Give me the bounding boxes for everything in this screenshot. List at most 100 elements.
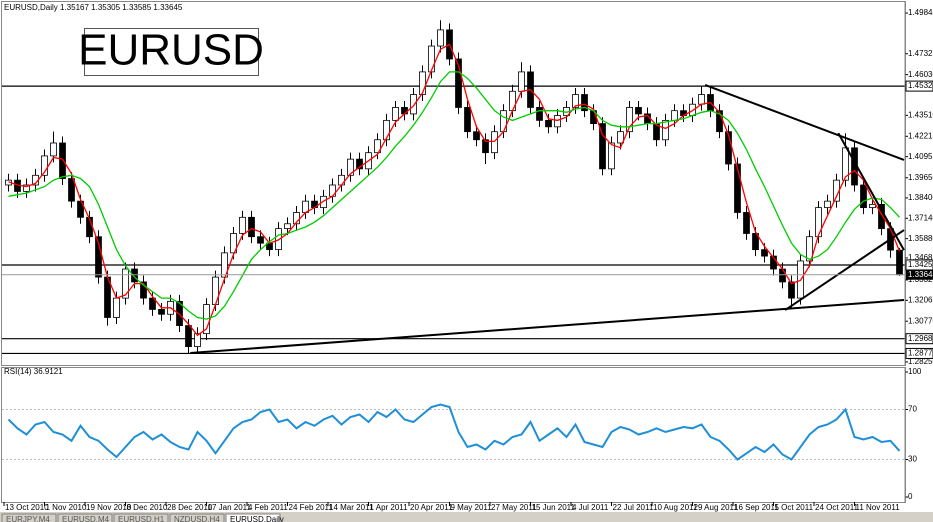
candle-body [752,233,759,251]
trendline [784,229,905,311]
candle-body [761,249,768,257]
y-tick-label: 1.38400 [908,193,933,202]
x-tick-label: 28 Dec 2010 [167,503,213,512]
candle-body [383,119,390,141]
candle-body [140,281,147,299]
candle-body [455,58,462,108]
candle-body [392,107,399,121]
candle-body [437,29,444,47]
y-tick-label: 1.46030 [908,70,933,79]
candle-body [419,71,426,95]
x-tick-label: 4 Feb 2011 [248,503,288,512]
y-tick-label: 100 [908,367,922,376]
candle-body [599,123,606,170]
candle-body [635,107,642,115]
y-tick-label: 1.40955 [908,152,933,161]
x-tick-label: 19 Nov 2010 [86,503,132,512]
x-tick-label: 10 Aug 2011 [653,503,698,512]
candle-body [347,158,354,176]
symbol-tab-label[interactable]: NZDUSD,H4 [174,515,220,522]
y-tick-label: 1.39650 [908,173,933,182]
candle-body [113,297,120,318]
symbol-tab[interactable] [113,513,169,522]
symbol-title: EURUSD [78,26,264,75]
candle-body [158,309,165,315]
x-tick-label: 27 May 2011 [491,503,537,512]
symbol-tab[interactable] [57,513,113,522]
candle-body [860,184,867,209]
y-tick-label: 1.34685 [908,253,933,262]
trendline [837,132,905,251]
candle-body [464,107,471,133]
symbol-tab-label[interactable]: EURUSD,Daily [230,515,284,522]
tab-bar [0,512,933,522]
candle-body [131,268,138,283]
candle-body [824,200,831,209]
candle-body [509,90,516,112]
candle-body [374,139,381,154]
candle-body [149,297,156,310]
level-label: 1.28775 [908,349,933,358]
candle-body [581,94,588,112]
candle-body [122,268,129,299]
y-tick-label: 30 [908,455,917,464]
candle-body [23,184,30,192]
candle-body [50,142,57,157]
symbol-tab-label[interactable]: EURUSD,M4 [62,515,110,522]
chart-header: EURUSD,Daily 1.35167 1.35305 1.33585 1.3… [4,3,183,12]
x-tick-label: 1 Nov 2010 [46,503,87,512]
candle-body [257,236,264,244]
candle-body [806,236,813,262]
last-price-box [906,269,933,280]
candle-body [626,107,633,133]
candle-body [473,131,480,141]
symbol-tab-label[interactable]: EURJPY,M4 [6,515,50,522]
candle-body [518,71,525,92]
symbol-tab[interactable] [225,513,281,522]
candle-body [788,281,795,299]
candle-body [185,325,192,347]
candle-body [698,94,705,105]
symbol-tab[interactable] [169,513,225,522]
candle-body [491,131,498,154]
candle-body [401,107,408,115]
trendline [190,299,905,355]
y-tick-label: 1.49845 [908,8,933,17]
level-label: 1.29688 [908,334,933,343]
candle-body [734,163,741,213]
x-tick-label: 24 Oct 2011 [815,503,859,512]
candle-body [896,249,903,276]
y-tick-label: 1.37140 [908,213,933,222]
y-tick-label: 1.47325 [908,49,933,58]
x-tick-label: 4 Jul 2011 [572,503,609,512]
x-tick-label: 16 Sep 2011 [734,503,779,512]
y-tick-label: 70 [908,405,917,414]
rsi-title: RSI(14) 36.9121 [4,367,63,376]
x-tick-label: 24 Feb 2011 [289,503,334,512]
candle-body [554,115,561,128]
symbol-tab[interactable] [1,513,57,522]
candle-body [743,212,750,234]
rsi-line [7,403,901,461]
x-tick-label: 14 Mar 2011 [329,503,374,512]
candle-body [410,94,417,115]
y-tick-label: 0 [908,492,913,501]
candle-body [338,174,345,186]
candle-body [500,110,507,133]
x-tick-label: 9 May 2011 [451,503,493,512]
level-label-box [905,347,933,359]
candle-body [815,207,822,238]
candle-body [239,216,246,234]
x-tick-label: 17 Jan 2011 [208,503,252,512]
candle-body [284,223,291,230]
candle-body [770,255,777,270]
moving-average [8,71,900,320]
y-tick-label: 1.28250 [908,357,933,366]
y-tick-label: 1.42215 [908,131,933,140]
candle-body [194,333,201,347]
x-tick-label: 5 Oct 2011 [775,503,814,512]
symbol-tab-label[interactable]: EURUSD,H1 [118,515,165,522]
y-tick-label: 1.30770 [908,316,933,325]
x-tick-label: 29 Aug 2011 [694,503,739,512]
